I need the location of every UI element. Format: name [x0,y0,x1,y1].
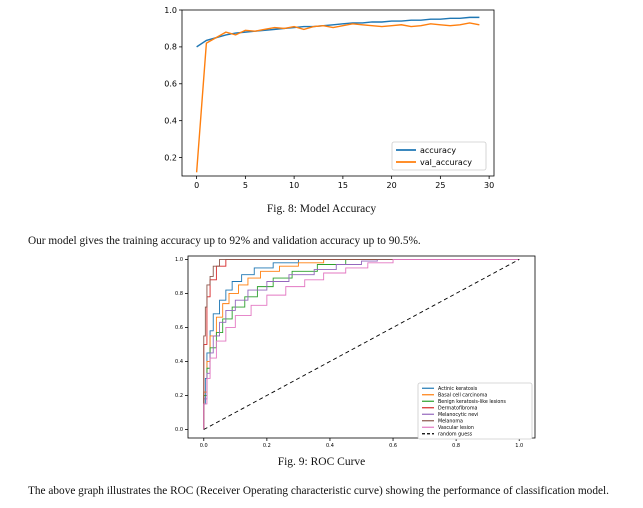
roc-y-tick-label: 0.4 [175,359,183,365]
roc-legend-label: Melanoma [438,418,463,424]
accuracy-series-line-accuracy [196,16,480,48]
accuracy-x-tick-label: 30 [484,181,494,190]
accuracy-legend-box [391,141,487,171]
roc-x-tick-label: 0.0 [200,443,208,449]
accuracy-plot-frame [181,9,495,177]
accuracy-legend-label: accuracy [420,146,456,155]
roc-series-line-random-guess [203,259,520,430]
accuracy-x-tick-label: 25 [435,181,445,190]
accuracy-x-tick-label: 20 [387,181,397,190]
paragraph-accuracy: Our model gives the training accuracy up… [28,235,421,247]
roc-y-tick-label: 1.0 [175,257,183,263]
accuracy-y-tick-label: 0.2 [164,153,177,162]
paragraph-roc: The above graph illustrates the ROC (Rec… [28,485,609,497]
roc-x-tick-label: 0.6 [389,443,397,449]
roc-legend-label: Basal cell carcinoma [438,392,487,398]
roc-plot-frame [187,255,536,439]
accuracy-y-tick-label: 1.0 [164,6,177,15]
figure-8-caption: Fig. 8: Model Accuracy [266,203,377,215]
roc-legend-box [417,382,533,440]
roc-legend-label: Melanocytic nevi [438,412,478,418]
roc-legend-label: Vascular lesion [438,425,474,431]
roc-x-tick-label: 0.2 [263,443,271,449]
accuracy-y-tick-label: 0.8 [164,43,177,52]
roc-chart: 0.0 0.2 0.4 0.6 0.8 1.0 0.0 0.2 0.4 0.6 0.8 1.0 Act… [175,255,536,449]
accuracy-x-tick-label: 15 [338,181,348,190]
accuracy-series-line-val-accuracy [195,22,480,173]
accuracy-x-tick-label: 10 [289,181,299,190]
accuracy-x-tick-label: 0 [194,181,199,190]
roc-legend-label: Benign keratosis-like lesions [438,399,506,405]
roc-legend-label: random guess [438,431,473,437]
roc-x-tick-label: 0.4 [326,443,334,449]
roc-y-tick-label: 0.0 [175,427,183,433]
roc-legend-label: Actinic keratosis [438,386,478,392]
roc-x-tick-label: 0.8 [452,443,460,449]
accuracy-y-tick-label: 0.6 [164,80,177,89]
accuracy-x-tick-label: 5 [243,181,248,190]
figure-9-caption: Fig. 9: ROC Curve [277,456,366,468]
roc-legend-label: Dermatofibroma [438,405,478,411]
roc-series-line-vascular-lesion [203,258,520,430]
accuracy-y-tick-label: 0.4 [164,116,177,125]
accuracy-chart: 0 5 10 15 20 25 30 0.2 0.4 0.6 0.8 1.0 accuracy val_… [164,6,495,190]
roc-y-tick-label: 0.8 [175,291,183,297]
roc-y-tick-label: 0.2 [175,393,183,399]
roc-series-line-melanoma [203,258,520,430]
roc-x-tick-label: 1.0 [515,443,523,449]
roc-y-tick-label: 0.6 [175,325,183,331]
accuracy-legend-label: val_accuracy [420,158,472,167]
